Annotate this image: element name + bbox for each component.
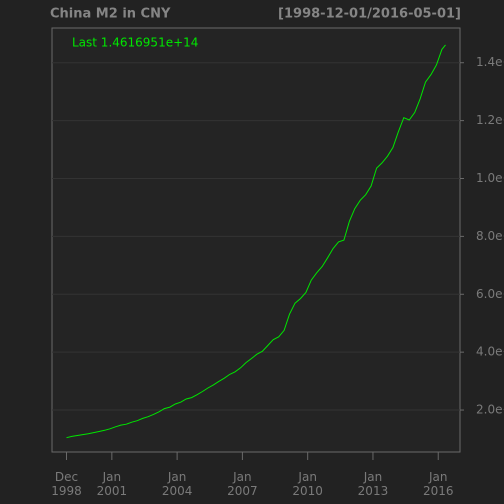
y-tick-label: 1.0e+14 — [476, 171, 504, 185]
y-tick-label: 8.0e+13 — [476, 229, 504, 243]
y-tick-label: 1.4e+14 — [476, 55, 504, 69]
chart-title: China M2 in CNY — [50, 7, 171, 22]
x-tick-label: Dec 1998 — [51, 470, 82, 498]
x-tick-label: Jan 2016 — [423, 470, 454, 498]
y-tick-label: 4.0e+13 — [476, 345, 504, 359]
date-range: [1998-12-01/2016-05-01] — [278, 7, 461, 22]
x-tick-label: Jan 2001 — [97, 470, 128, 498]
plot-area — [51, 27, 461, 453]
last-value-legend: Last 1.4616951e+14 — [72, 36, 198, 50]
x-tick-label: Jan 2010 — [292, 470, 323, 498]
x-tick-label: Jan 2007 — [227, 470, 258, 498]
y-tick-label: 6.0e+13 — [476, 287, 504, 301]
y-tick-label: 2.0e+13 — [476, 403, 504, 417]
x-tick-label: Jan 2004 — [162, 470, 193, 498]
y-tick-label: 1.2e+14 — [476, 113, 504, 127]
series-line — [66, 44, 446, 439]
x-tick-label: Jan 2013 — [358, 470, 389, 498]
